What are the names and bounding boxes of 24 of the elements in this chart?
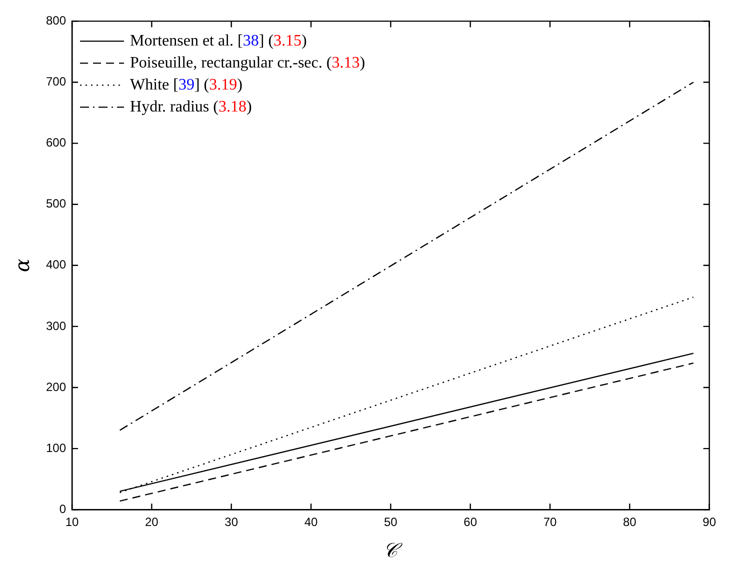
y-tick-label: 0 [59, 502, 66, 516]
x-tick-label: 70 [543, 515, 557, 530]
legend-label: White [39] (3.19) [130, 76, 242, 94]
x-tick-label: 40 [304, 515, 318, 530]
y-tick-label: 800 [46, 14, 66, 28]
y-tick-label: 100 [46, 440, 66, 455]
legend-label: Hydr. radius (3.18) [130, 98, 252, 116]
legend-label: Poiseuille, rectangular cr.-sec. (3.13) [130, 54, 366, 72]
y-tick-label: 300 [46, 318, 66, 333]
legend-label: Mortensen et al. [38] (3.15) [130, 32, 307, 50]
y-tick-label: 600 [46, 136, 66, 150]
x-tick-label: 10 [65, 515, 80, 530]
x-axis-title: 𝒞 [383, 538, 404, 562]
x-tick-label: 60 [464, 515, 478, 530]
y-axis-title: α [10, 258, 34, 272]
x-tick-label: 50 [384, 515, 398, 530]
x-tick-label: 90 [702, 515, 716, 530]
x-tick-label: 30 [224, 515, 238, 530]
y-tick-label: 200 [46, 380, 66, 394]
y-tick-label: 700 [46, 74, 66, 89]
x-tick-label: 20 [145, 515, 159, 530]
y-tick-label: 400 [46, 258, 66, 272]
x-tick-label: 80 [622, 515, 637, 530]
y-tick-label: 500 [46, 196, 66, 211]
